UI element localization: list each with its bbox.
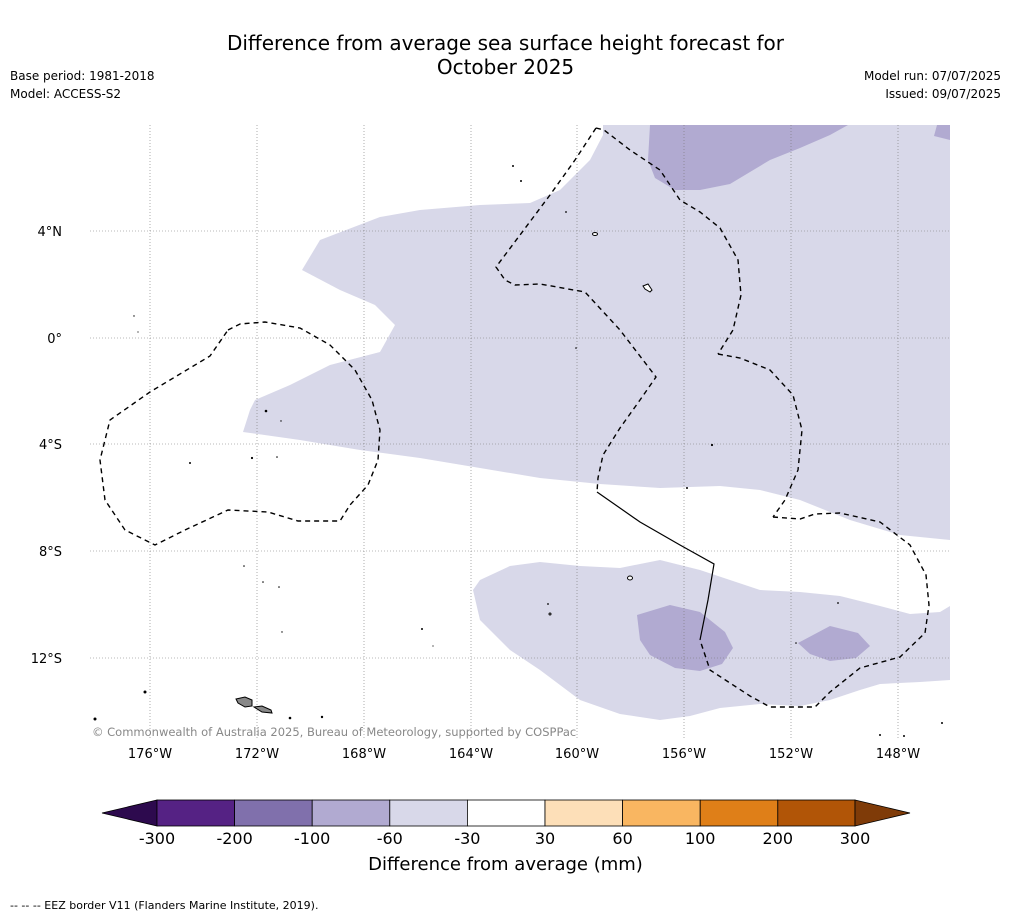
base-period: Base period: 1981-2018 (10, 69, 155, 83)
islands (235, 232, 653, 714)
colorbar-tick-5: -30 (454, 829, 480, 848)
lon-label-168w: 168°W (342, 747, 386, 762)
lon-label-164w: 164°W (449, 747, 493, 762)
latitude-labels: 4°N 0° 4°S 8°S 12°S (31, 225, 62, 667)
anomaly-medium-south-2 (798, 626, 870, 661)
colorbar-extend-low (101, 799, 158, 827)
eez-legend-note: -- -- -- EEZ border V11 (Flanders Marine… (10, 899, 319, 912)
lat-label-8s: 8°S (39, 545, 62, 560)
colorbar-segment-7 (622, 799, 701, 827)
colorbar-segment-6 (544, 799, 623, 827)
chart-title: Difference from average sea surface heig… (0, 31, 1011, 79)
colorbar-segment-9 (777, 799, 856, 827)
colorbar-tick-9: 200 (763, 829, 794, 848)
model-run: Model run: 07/07/2025 (863, 69, 1001, 83)
atolls (93, 165, 943, 737)
title-line-2: October 2025 (436, 55, 575, 79)
colorbar-ticks: -300 -200 -100 -60 -30 30 60 100 200 300 (139, 829, 870, 848)
colorbar-tick-6: 30 (535, 829, 555, 848)
anomaly-medium-regions (637, 125, 950, 671)
lon-label-148w: 148°W (876, 747, 920, 762)
model-name: Model: ACCESS-S2 (10, 87, 122, 101)
colorbar-segment-5 (466, 799, 546, 827)
lon-label-160w: 160°W (555, 747, 599, 762)
colorbar-tick-10: 300 (840, 829, 871, 848)
lon-label-152w: 152°W (769, 747, 813, 762)
colorbar-segment-8 (699, 799, 779, 827)
samoa-island-2 (252, 705, 273, 714)
lat-label-4s: 4°S (39, 438, 62, 453)
lat-label-12s: 12°S (31, 652, 62, 667)
colorbar-tick-1: -300 (139, 829, 175, 848)
eez-kiribati-east (717, 353, 803, 518)
eez-line-central (495, 127, 657, 493)
eez-border-solid (596, 491, 715, 641)
colorbar-segment-1 (156, 799, 235, 827)
copyright-text: © Commonwealth of Australia 2025, Bureau… (92, 725, 576, 739)
colorbar-segment-2 (234, 799, 313, 827)
lon-label-156w: 156°W (662, 747, 706, 762)
colorbar-tick-7: 60 (612, 829, 632, 848)
colorbar-extend-high (854, 799, 911, 827)
anomaly-region-north (243, 125, 950, 540)
colorbar-tick-2: -200 (216, 829, 252, 848)
colorbar-segment-4 (389, 799, 468, 827)
lat-label-0: 0° (47, 332, 62, 347)
colorbar-tick-3: -100 (294, 829, 330, 848)
meta-left: Base period: 1981-2018 Model: ACCESS-S2 (10, 67, 155, 103)
meta-right: Model run: 07/07/2025 Issued: 09/07/2025 (864, 67, 1001, 103)
lon-label-172w: 172°W (235, 747, 279, 762)
colorbar-tick-8: 100 (685, 829, 716, 848)
colorbar-tick-4: -60 (377, 829, 403, 848)
colorbar-label: Difference from average (mm) (368, 854, 643, 875)
lat-label-4n: 4°N (38, 225, 63, 240)
eez-tokelau (99, 321, 381, 546)
eez-borders (99, 127, 930, 708)
gridlines (90, 125, 950, 740)
anomaly-medium-north (648, 125, 848, 190)
title-line-1: Difference from average sea surface heig… (226, 31, 785, 55)
eez-cook-islands (699, 512, 930, 708)
colorbar-segment-3 (311, 799, 391, 827)
issued-date: Issued: 09/07/2025 (885, 87, 1001, 101)
samoa-island-1 (235, 696, 253, 708)
anomaly-medium-corner (934, 125, 950, 140)
anomaly-medium-south-1 (637, 605, 733, 671)
longitude-labels: 176°W 172°W 168°W 164°W 160°W 156°W 152°… (128, 747, 920, 762)
lon-label-176w: 176°W (128, 747, 172, 762)
eez-kiribati-west (595, 127, 742, 355)
colorbar (101, 799, 911, 827)
